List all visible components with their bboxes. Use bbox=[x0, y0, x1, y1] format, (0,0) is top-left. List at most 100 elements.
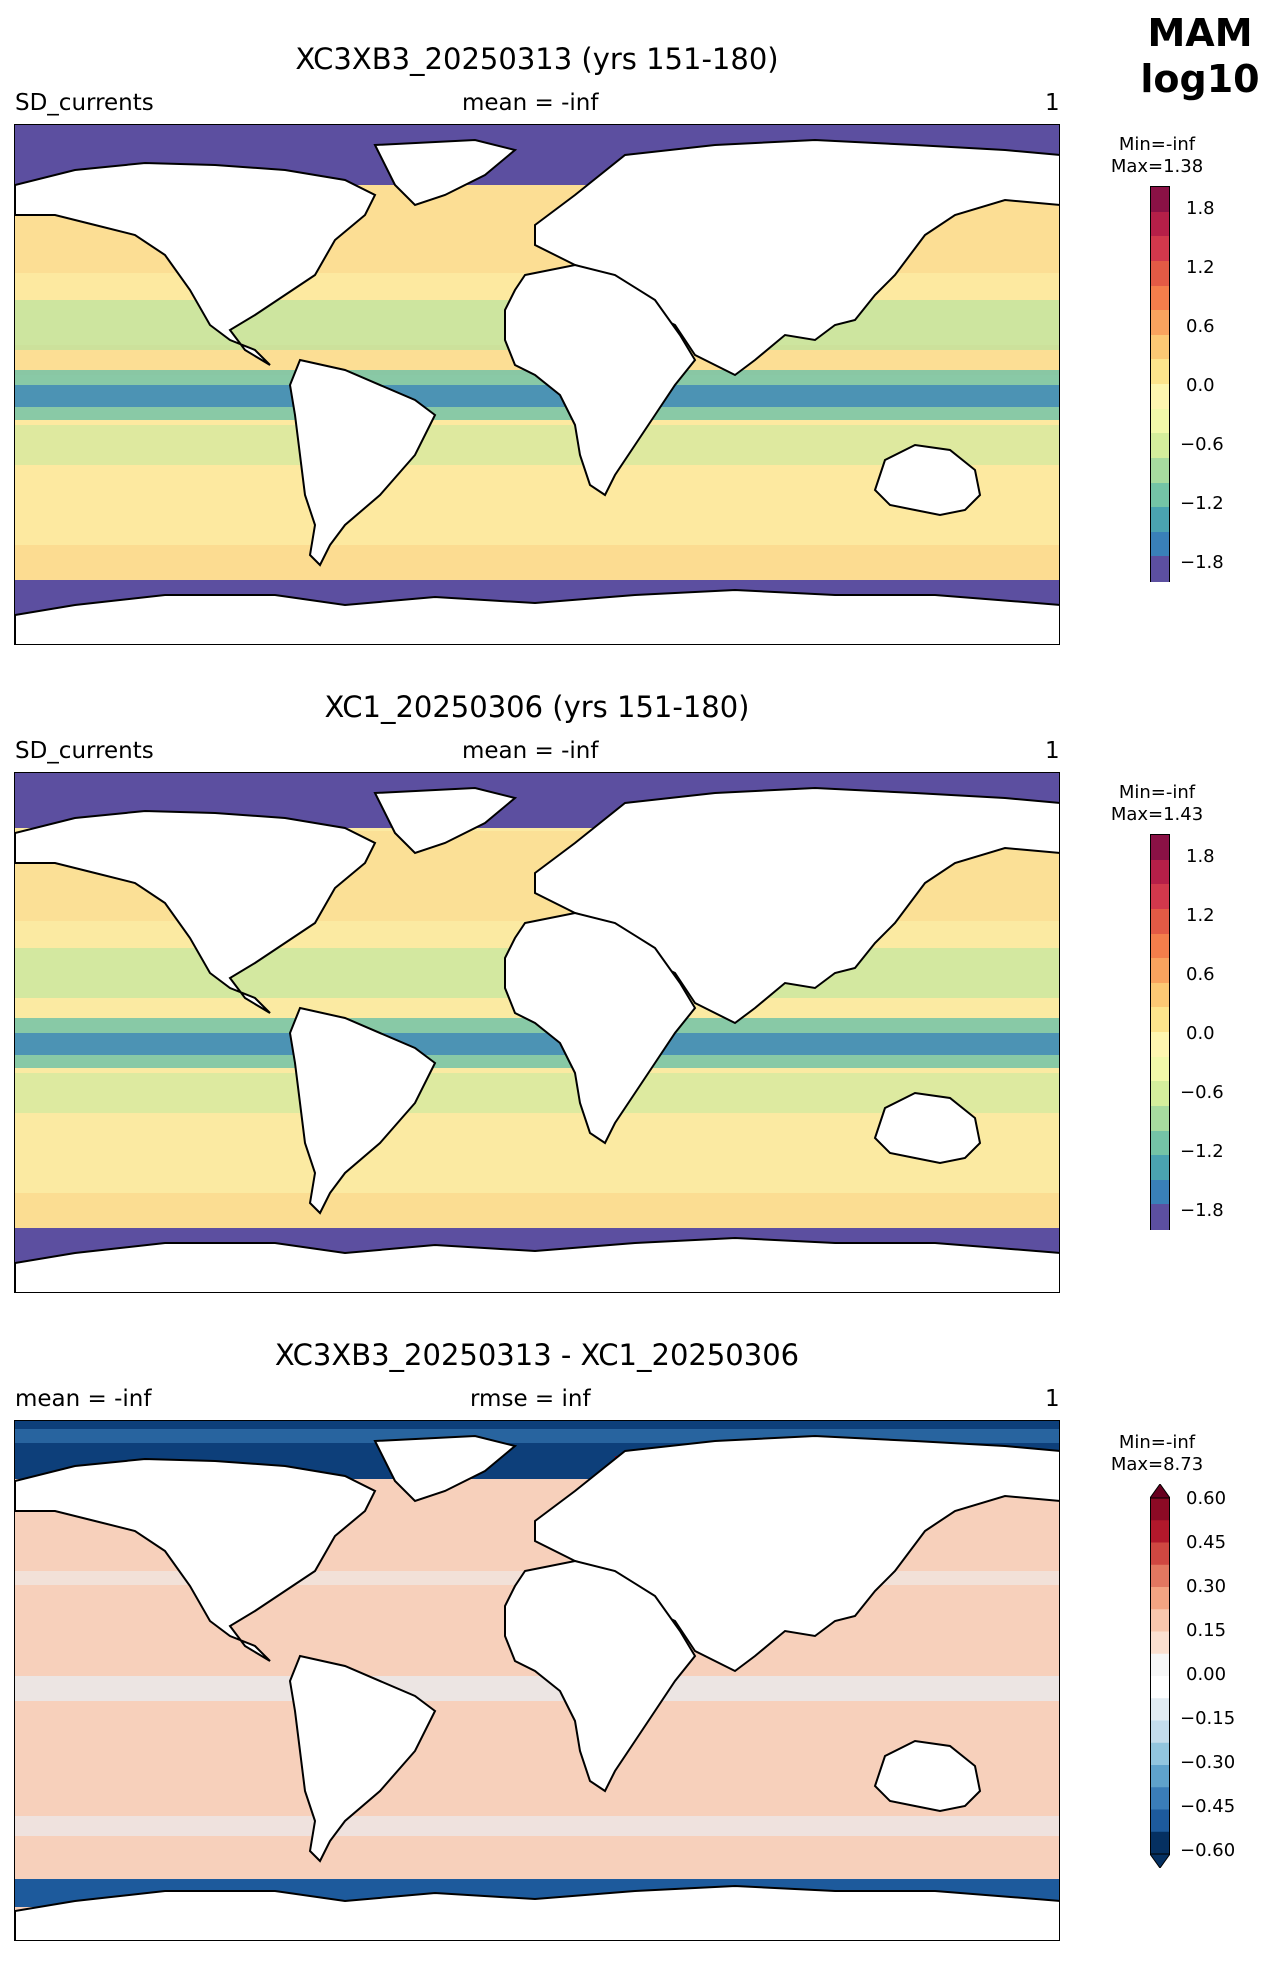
panel-3-max-label: Max=8.73 bbox=[1110, 1454, 1204, 1475]
south-america bbox=[288, 358, 437, 567]
panel-2-tick-1: 1.2 bbox=[1186, 905, 1215, 926]
panel-3-map bbox=[14, 1420, 1060, 1941]
colorbar-segment bbox=[1151, 359, 1169, 385]
panel-1-left-label: SD_currents bbox=[15, 90, 154, 116]
antarctica bbox=[15, 1884, 1059, 1940]
panel-3-tick-6: −0.30 bbox=[1180, 1752, 1236, 1773]
panel-3-tick-5: −0.15 bbox=[1180, 1708, 1236, 1729]
panel-3-tick-8: −0.60 bbox=[1180, 1840, 1236, 1861]
greenland bbox=[373, 1434, 518, 1503]
panel-1-map bbox=[14, 124, 1060, 645]
panel-3-colorbar bbox=[1150, 1484, 1170, 1868]
panel-1-tick-6: −1.8 bbox=[1180, 552, 1224, 573]
panel-1-colorbar-info: Min=-inf Max=1.38 bbox=[1097, 134, 1217, 178]
colorbar-segment bbox=[1151, 408, 1169, 434]
colorbar-extend-min bbox=[1150, 1853, 1170, 1868]
colorbar-segment bbox=[1151, 211, 1169, 237]
greenland bbox=[373, 786, 518, 855]
colorbar-segment bbox=[1151, 1032, 1169, 1058]
panel-3-min-label: Min=-inf bbox=[1118, 1432, 1196, 1453]
panel-1-tick-0: 1.8 bbox=[1186, 198, 1215, 219]
panel-3-tick-4: 0.00 bbox=[1186, 1664, 1227, 1685]
panel-3-tick-7: −0.45 bbox=[1180, 1796, 1236, 1817]
panel-2-title: XC1_20250306 (yrs 151-180) bbox=[324, 690, 750, 724]
panel-1-min-label: Min=-inf bbox=[1118, 134, 1196, 155]
panel-2-tick-5: −1.2 bbox=[1180, 1141, 1224, 1162]
australia bbox=[873, 1091, 982, 1165]
colorbar-segment bbox=[1150, 1676, 1170, 1699]
colorbar-segment bbox=[1151, 1081, 1169, 1107]
colorbar-segment bbox=[1151, 1204, 1169, 1230]
panel-1-title: XC3XB3_20250313 (yrs 151-180) bbox=[295, 42, 779, 76]
panel-2-colorbar bbox=[1150, 834, 1170, 1230]
panel-1-colorbar bbox=[1150, 186, 1170, 582]
colorbar-segment bbox=[1151, 556, 1169, 582]
panel-1-tick-4: −0.6 bbox=[1180, 434, 1224, 455]
colorbar-segment bbox=[1151, 531, 1169, 557]
colorbar-segment bbox=[1150, 1765, 1170, 1788]
colorbar-segment bbox=[1151, 859, 1169, 885]
season-label: MAM bbox=[1147, 11, 1253, 55]
panel-2-tick-4: −0.6 bbox=[1180, 1082, 1224, 1103]
africa bbox=[504, 263, 697, 497]
north-america bbox=[15, 1457, 377, 1662]
panel-3-tick-2: 0.30 bbox=[1186, 1576, 1227, 1597]
panel-3-title: XC3XB3_20250313 - XC1_20250306 bbox=[274, 1338, 800, 1372]
panel-1-right-label: 1 bbox=[1045, 90, 1060, 116]
panel-2-tick-0: 1.8 bbox=[1186, 846, 1215, 867]
colorbar-segment bbox=[1150, 1631, 1170, 1655]
panel-3-tick-1: 0.45 bbox=[1186, 1532, 1227, 1553]
panel-1-tick-5: −1.2 bbox=[1180, 493, 1224, 514]
colorbar-segment bbox=[1151, 236, 1169, 262]
colorbar-segment bbox=[1151, 334, 1169, 360]
colorbar-segment bbox=[1150, 1653, 1170, 1677]
panel-3-tick-3: 0.15 bbox=[1186, 1620, 1227, 1641]
colorbar-segment bbox=[1151, 982, 1169, 1008]
colorbar-segment bbox=[1151, 1056, 1169, 1082]
colorbar-segment bbox=[1150, 1498, 1170, 1521]
greenland bbox=[373, 138, 518, 207]
colorbar-segment bbox=[1151, 285, 1169, 311]
panel-3-colorbar-info: Min=-inf Max=8.73 bbox=[1097, 1432, 1217, 1476]
panel-1-max-label: Max=1.38 bbox=[1110, 156, 1204, 177]
panel-2-min-label: Min=-inf bbox=[1118, 782, 1196, 803]
colorbar-segment bbox=[1151, 1179, 1169, 1205]
colorbar-segment bbox=[1150, 1609, 1170, 1632]
colorbar-segment bbox=[1151, 310, 1169, 336]
panel-2-colorbar-info: Min=-inf Max=1.43 bbox=[1097, 782, 1217, 826]
africa bbox=[504, 911, 697, 1145]
colorbar-segment bbox=[1151, 884, 1169, 910]
colorbar-segment bbox=[1151, 1155, 1169, 1181]
panel-1-tick-3: 0.0 bbox=[1186, 375, 1215, 396]
panel-2-left-label: SD_currents bbox=[15, 738, 154, 764]
continents bbox=[15, 138, 1059, 644]
north-america bbox=[15, 809, 377, 1014]
colorbar-segment bbox=[1151, 433, 1169, 459]
panel-2-max-label: Max=1.43 bbox=[1110, 804, 1204, 825]
panel-3-right-label: 1 bbox=[1045, 1386, 1060, 1412]
colorbar-segment bbox=[1150, 1542, 1170, 1566]
colorbar-segment bbox=[1150, 1587, 1170, 1610]
colorbar-segment bbox=[1151, 260, 1169, 286]
colorbar-segment bbox=[1151, 835, 1169, 861]
colorbar-segment bbox=[1151, 507, 1169, 533]
panel-2-right-label: 1 bbox=[1045, 738, 1060, 764]
panel-3-rmse-label: rmse = inf bbox=[470, 1386, 591, 1412]
colorbar-segment bbox=[1150, 1520, 1170, 1543]
panel-1-tick-1: 1.2 bbox=[1186, 257, 1215, 278]
australia bbox=[873, 1739, 982, 1813]
colorbar-segment bbox=[1150, 1720, 1170, 1744]
colorbar-segment bbox=[1150, 1787, 1170, 1810]
colorbar-segment bbox=[1150, 1564, 1170, 1588]
continents bbox=[15, 786, 1059, 1292]
colorbar-segment bbox=[1151, 1105, 1169, 1131]
antarctica bbox=[15, 1236, 1059, 1292]
panel-2-mean-label: mean = -inf bbox=[462, 738, 599, 764]
colorbar-segment bbox=[1150, 1698, 1170, 1721]
panel-2-tick-6: −1.8 bbox=[1180, 1200, 1224, 1221]
scale-label: log10 bbox=[1140, 57, 1260, 101]
continents bbox=[15, 1434, 1059, 1940]
antarctica bbox=[15, 588, 1059, 644]
colorbar-segment bbox=[1150, 1809, 1170, 1833]
colorbar-segment bbox=[1151, 384, 1169, 410]
